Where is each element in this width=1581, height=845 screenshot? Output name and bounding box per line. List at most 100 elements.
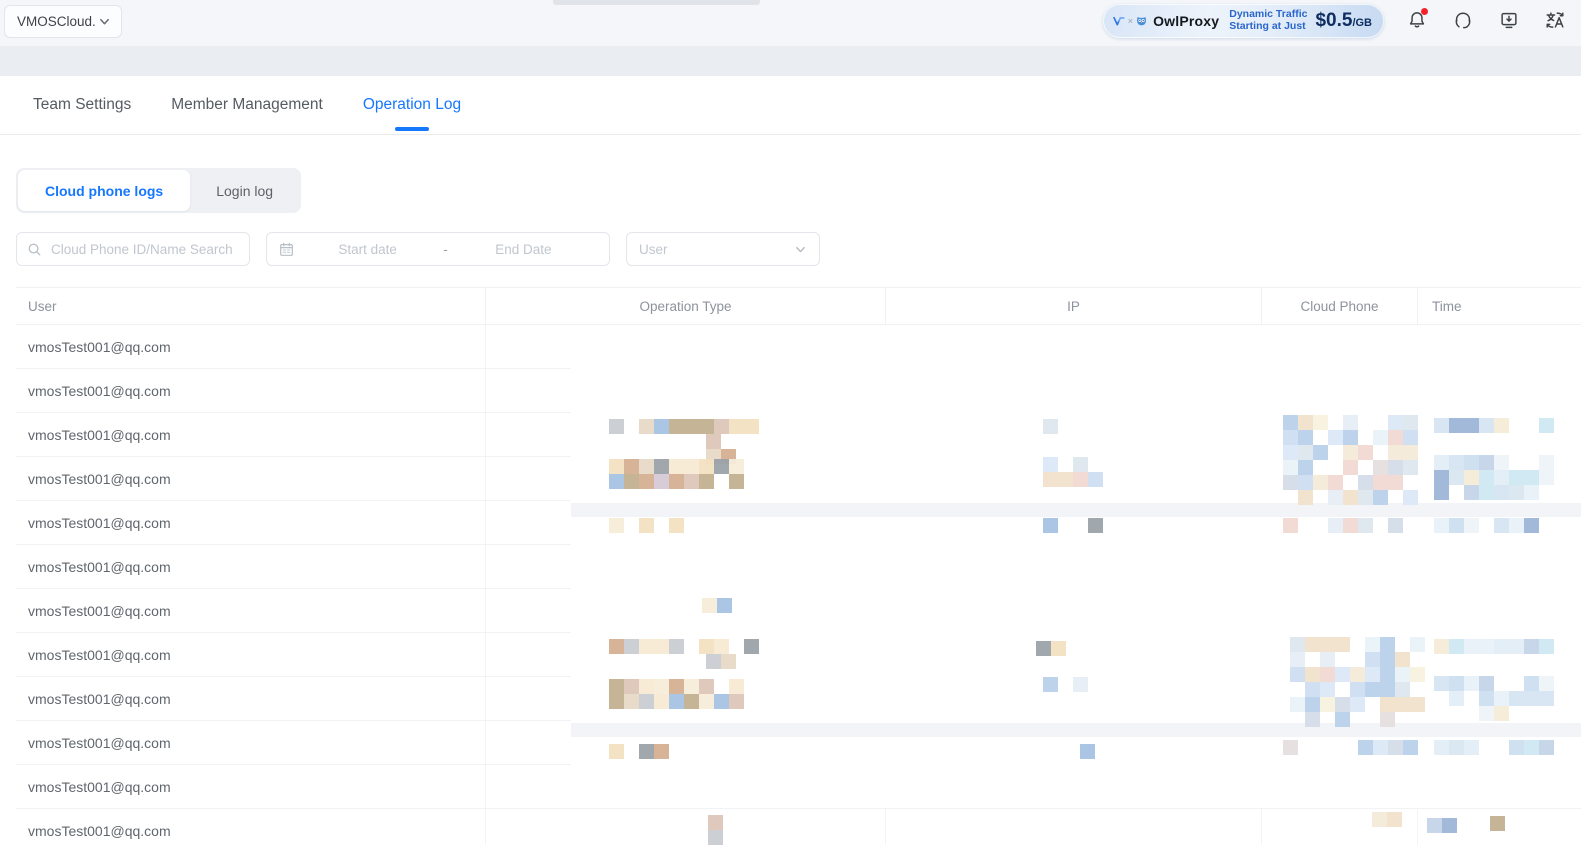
table-header: User Operation Type IP Cloud Phone Time <box>16 287 1581 325</box>
redacted-cell <box>1418 545 1581 588</box>
notification-bell-icon[interactable] <box>1406 8 1428 31</box>
redacted-cell <box>486 633 886 676</box>
redacted-cell <box>486 589 886 632</box>
tab-operation-log[interactable]: Operation Log <box>363 76 461 134</box>
workspace-dropdown[interactable]: VMOSCloud. <box>4 5 122 38</box>
date-separator: - <box>443 241 448 257</box>
user-cell: vmosTest001@qq.com <box>16 721 486 764</box>
redacted-cell <box>1418 413 1581 456</box>
promo-tagline: Dynamic Traffic Starting at Just <box>1229 8 1307 33</box>
subtab-cloud-phone-logs[interactable]: Cloud phone logs <box>18 170 191 211</box>
promo-price-unit: /GB <box>1352 17 1372 29</box>
owl-logo-icon <box>1137 16 1147 25</box>
redacted-cell <box>1262 545 1418 588</box>
user-cell: vmosTest001@qq.com <box>16 589 486 632</box>
column-header-cloud-phone: Cloud Phone <box>1262 288 1418 324</box>
workspace-label: VMOSCloud. <box>17 14 96 29</box>
redacted-cell <box>886 589 1262 632</box>
redacted-cell <box>1418 325 1581 368</box>
redacted-cell <box>486 501 886 544</box>
redacted-cell <box>886 677 1262 720</box>
redacted-cell <box>886 633 1262 676</box>
cloud-phone-search-box <box>16 232 250 266</box>
translate-icon[interactable] <box>1544 9 1566 31</box>
user-cell: vmosTest001@qq.com <box>16 369 486 412</box>
notification-badge <box>1421 8 1428 15</box>
top-scrollbar[interactable] <box>553 0 760 5</box>
redacted-cell <box>1418 457 1581 500</box>
cross-icon: × <box>1127 16 1134 26</box>
redacted-cell <box>1262 325 1418 368</box>
redacted-cell <box>486 721 886 764</box>
redacted-cell <box>1418 501 1581 544</box>
redacted-cell <box>1262 369 1418 412</box>
redacted-cell <box>486 809 886 845</box>
operation-log-table: User Operation Type IP Cloud Phone Time … <box>16 287 1581 845</box>
promo-price: $0.5 /GB <box>1315 10 1372 32</box>
redacted-cell <box>886 545 1262 588</box>
tab-member-management[interactable]: Member Management <box>171 76 323 134</box>
chevron-down-icon <box>100 18 109 25</box>
redacted-cell <box>886 765 1262 808</box>
redacted-cell <box>1418 677 1581 720</box>
redacted-cell <box>1418 721 1581 764</box>
support-headset-icon[interactable] <box>1452 9 1474 31</box>
redacted-cell <box>486 457 886 500</box>
filter-bar: Start date - End Date User <box>16 232 820 266</box>
redacted-cell <box>886 809 1262 845</box>
redacted-cell <box>1262 457 1418 500</box>
redacted-cell <box>886 721 1262 764</box>
table-row: vmosTest001@qq.com <box>16 413 1581 457</box>
redacted-cell <box>1418 809 1581 845</box>
redacted-cell <box>486 413 886 456</box>
redacted-cell <box>886 501 1262 544</box>
redacted-cell <box>486 325 886 368</box>
redacted-cell <box>486 369 886 412</box>
main-tabbar: Team Settings Member Management Operatio… <box>0 76 1581 135</box>
calendar-icon <box>280 242 293 256</box>
table-row: vmosTest001@qq.com <box>16 589 1581 633</box>
user-cell: vmosTest001@qq.com <box>16 633 486 676</box>
column-header-ip: IP <box>886 288 1262 324</box>
search-icon <box>28 243 41 255</box>
redacted-cell <box>886 325 1262 368</box>
active-tab-indicator <box>394 127 429 131</box>
table-row: vmosTest001@qq.com <box>16 765 1581 809</box>
topbar-sub-band <box>0 46 1581 76</box>
user-cell: vmosTest001@qq.com <box>16 809 486 845</box>
user-cell: vmosTest001@qq.com <box>16 677 486 720</box>
redacted-cell <box>1262 765 1418 808</box>
redacted-cell <box>1418 589 1581 632</box>
user-select-value: User <box>639 241 668 257</box>
user-cell: vmosTest001@qq.com <box>16 325 486 368</box>
redacted-cell <box>1418 633 1581 676</box>
tab-team-settings[interactable]: Team Settings <box>33 76 131 134</box>
owlproxy-promo-banner[interactable]: × OwlProxy Dynamic Traffic Starting at J… <box>1103 4 1384 38</box>
user-cell: vmosTest001@qq.com <box>16 545 486 588</box>
redacted-cell <box>1262 677 1418 720</box>
log-type-switch: Cloud phone logs Login log <box>16 168 302 213</box>
end-date-field[interactable]: End Date <box>495 241 552 257</box>
redacted-cell <box>486 545 886 588</box>
promo-brand: OwlProxy <box>1153 13 1220 29</box>
download-client-icon[interactable] <box>1498 9 1520 31</box>
user-cell: vmosTest001@qq.com <box>16 501 486 544</box>
column-header-user: User <box>16 288 486 324</box>
user-cell: vmosTest001@qq.com <box>16 413 486 456</box>
table-row: vmosTest001@qq.com <box>16 677 1581 721</box>
redacted-cell <box>1418 369 1581 412</box>
tab-label: Member Management <box>171 96 323 113</box>
table-row: vmosTest001@qq.com <box>16 369 1581 413</box>
tab-label: Team Settings <box>33 96 132 113</box>
date-range-picker[interactable]: Start date - End Date <box>266 232 610 266</box>
subtab-login-log[interactable]: Login log <box>190 170 299 211</box>
user-filter-select[interactable]: User <box>626 232 820 266</box>
start-date-field[interactable]: Start date <box>338 241 397 257</box>
user-cell: vmosTest001@qq.com <box>16 457 486 500</box>
subtab-label: Login log <box>216 182 274 199</box>
redacted-cell <box>486 677 886 720</box>
search-input[interactable] <box>49 240 239 258</box>
redacted-cell <box>886 413 1262 456</box>
promo-tagline-line2: Starting at Just <box>1229 20 1306 32</box>
